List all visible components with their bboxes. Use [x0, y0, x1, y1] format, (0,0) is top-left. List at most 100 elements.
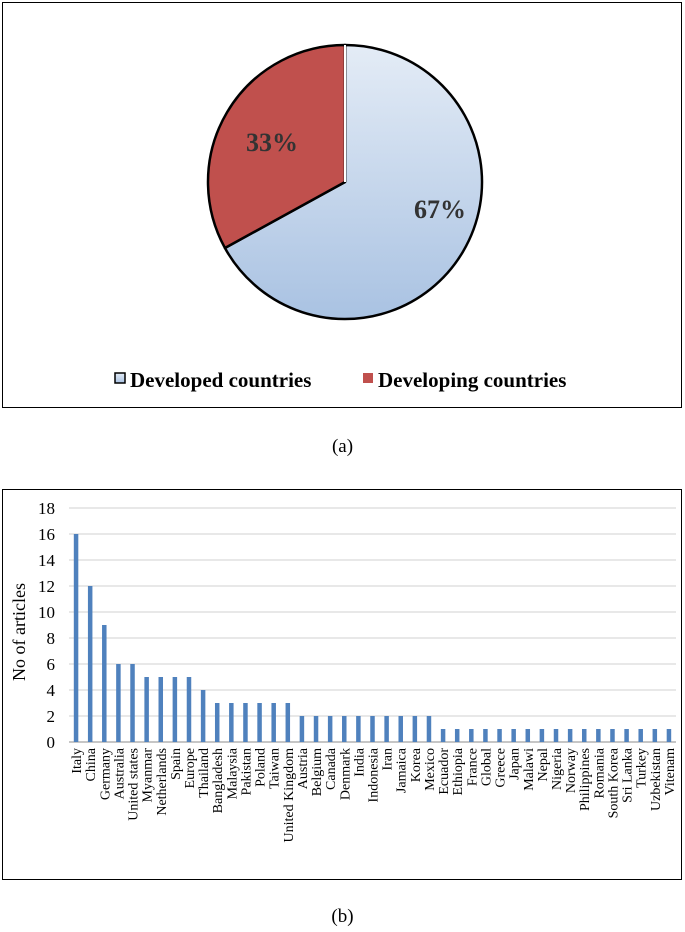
- bar-poland: [257, 703, 262, 742]
- x-tick-label: Canada: [324, 747, 339, 790]
- y-tick-label: 14: [38, 551, 56, 570]
- x-tick-label: Jamaica: [395, 747, 410, 793]
- x-tick-label: Norway: [564, 748, 579, 793]
- bar-thailand: [200, 690, 206, 742]
- y-tick-label: 8: [47, 629, 56, 648]
- x-tick-label: Mexico: [423, 748, 438, 791]
- bar-norway: [567, 729, 573, 742]
- caption-b: (b): [331, 906, 354, 927]
- x-tick-label: Vitenam: [663, 748, 678, 795]
- x-tick-label: Denmark: [338, 748, 353, 800]
- x-tick-label: Korea: [409, 747, 424, 782]
- bar-denmark: [342, 716, 347, 742]
- bar-uzbekistan: [652, 729, 658, 742]
- bar-vitenam: [666, 729, 672, 742]
- legend-swatch: [114, 372, 126, 384]
- x-tick-label: Poland: [254, 748, 269, 787]
- x-tick-label: Malawi: [522, 748, 537, 791]
- bar-france: [469, 729, 474, 742]
- bar-malaysia: [229, 703, 234, 742]
- bar-nepal: [539, 729, 545, 742]
- bar-canada: [327, 716, 333, 742]
- bar-united-states: [130, 664, 135, 742]
- x-tick-label: Spain: [169, 748, 184, 780]
- bar-pakistan: [243, 703, 248, 742]
- x-tick-label: Indonesia: [367, 747, 382, 802]
- bar-korea: [412, 716, 418, 742]
- bar-belgium: [313, 716, 319, 742]
- x-tick-label: Pakistan: [239, 748, 254, 795]
- x-tick-label: South Korea: [606, 747, 621, 818]
- y-tick-label: 16: [38, 525, 55, 544]
- x-tick-label: Bangladesh: [211, 748, 226, 813]
- y-tick-label: 10: [38, 603, 55, 622]
- bar-japan: [511, 729, 516, 742]
- y-tick-label: 18: [38, 499, 55, 518]
- y-tick-label: 4: [47, 681, 56, 700]
- legend-label: Developed countries: [130, 368, 311, 392]
- bar-malawi: [525, 729, 531, 742]
- bar-china: [87, 586, 93, 742]
- bar-myanmar: [144, 677, 149, 742]
- bar-south-korea: [610, 729, 615, 742]
- x-tick-label: Belgium: [310, 748, 325, 796]
- x-tick-label: Australia: [112, 747, 127, 799]
- x-tick-label: Myanmar: [141, 748, 156, 803]
- pie-slice-developing-countries: [206, 43, 347, 250]
- x-tick-label: Iran: [381, 748, 396, 771]
- x-tick-label: China: [84, 747, 99, 781]
- x-tick-label: India: [352, 747, 367, 777]
- x-tick-label: Sri Lanka: [621, 747, 636, 803]
- x-tick-label: United states: [127, 748, 142, 821]
- legend-label: Developing countries: [378, 368, 566, 392]
- pie-chart: 67% 33% Developed countries Developing cou…: [114, 43, 566, 392]
- x-tick-label: United Kingdom: [282, 748, 297, 843]
- bar-turkey: [638, 729, 643, 742]
- bar-ecuador: [440, 729, 446, 742]
- x-tick-label: Italy: [70, 748, 85, 774]
- x-tick-label: Philippines: [578, 748, 593, 811]
- bar-australia: [116, 664, 121, 742]
- y-axis-title: No of articles: [9, 583, 29, 681]
- bar-india: [356, 716, 361, 742]
- bar-mexico: [426, 716, 432, 742]
- x-tick-label: Netherlands: [155, 748, 170, 816]
- y-tick-label: 2: [47, 707, 56, 726]
- bar-sri-lanka: [624, 729, 629, 742]
- x-tick-label: Austria: [296, 747, 311, 789]
- pie-label-developed-countries: 67%: [414, 195, 466, 224]
- x-tick-label: Ecuador: [437, 748, 452, 795]
- bar-iran: [384, 716, 389, 742]
- bar-philippines: [581, 729, 587, 742]
- x-tick-label: Turkey: [635, 748, 650, 788]
- pie-chart-panel: 67% 33% Developed countries Developing cou…: [2, 2, 682, 408]
- bar-taiwan: [271, 703, 276, 742]
- bar-greece: [497, 729, 502, 742]
- legend-item-developing-countries: Developing countries: [363, 368, 566, 392]
- y-tick-label: 0: [47, 733, 56, 752]
- bar-bangladesh: [214, 703, 220, 742]
- bar-netherlands: [158, 677, 164, 742]
- bar-italy: [73, 534, 79, 742]
- bar-europe: [186, 677, 192, 742]
- legend-swatch: [363, 373, 373, 383]
- bar-chart-panel: 0 2 4 6 8 10 12 14 16 18 Italy China Germany Austral…: [2, 489, 682, 880]
- x-tick-label: Ethiopia: [451, 747, 466, 795]
- bar-nigeria: [553, 729, 559, 742]
- bar-chart: 0 2 4 6 8 10 12 14 16 18 Italy China Germany Austral…: [9, 499, 678, 843]
- x-tick-label: Malaysia: [225, 747, 240, 799]
- bar-jamaica: [398, 716, 403, 742]
- x-tick-label: Global: [479, 748, 494, 786]
- bar-indonesia: [370, 716, 375, 742]
- x-tick-label: Japan: [508, 748, 523, 780]
- legend-item-developed-countries: Developed countries: [114, 368, 311, 392]
- x-tick-label: Uzbekistan: [649, 748, 664, 811]
- x-tick-label: Greece: [494, 748, 509, 788]
- y-tick-label: 6: [47, 655, 56, 674]
- bar-romania: [596, 729, 601, 742]
- y-tick-label: 12: [38, 577, 55, 596]
- x-tick-label: Nepal: [536, 748, 551, 782]
- x-tick-label: Romania: [592, 747, 607, 798]
- pie-label-developing-countries: 33%: [246, 128, 298, 157]
- x-tick-label: France: [465, 748, 480, 786]
